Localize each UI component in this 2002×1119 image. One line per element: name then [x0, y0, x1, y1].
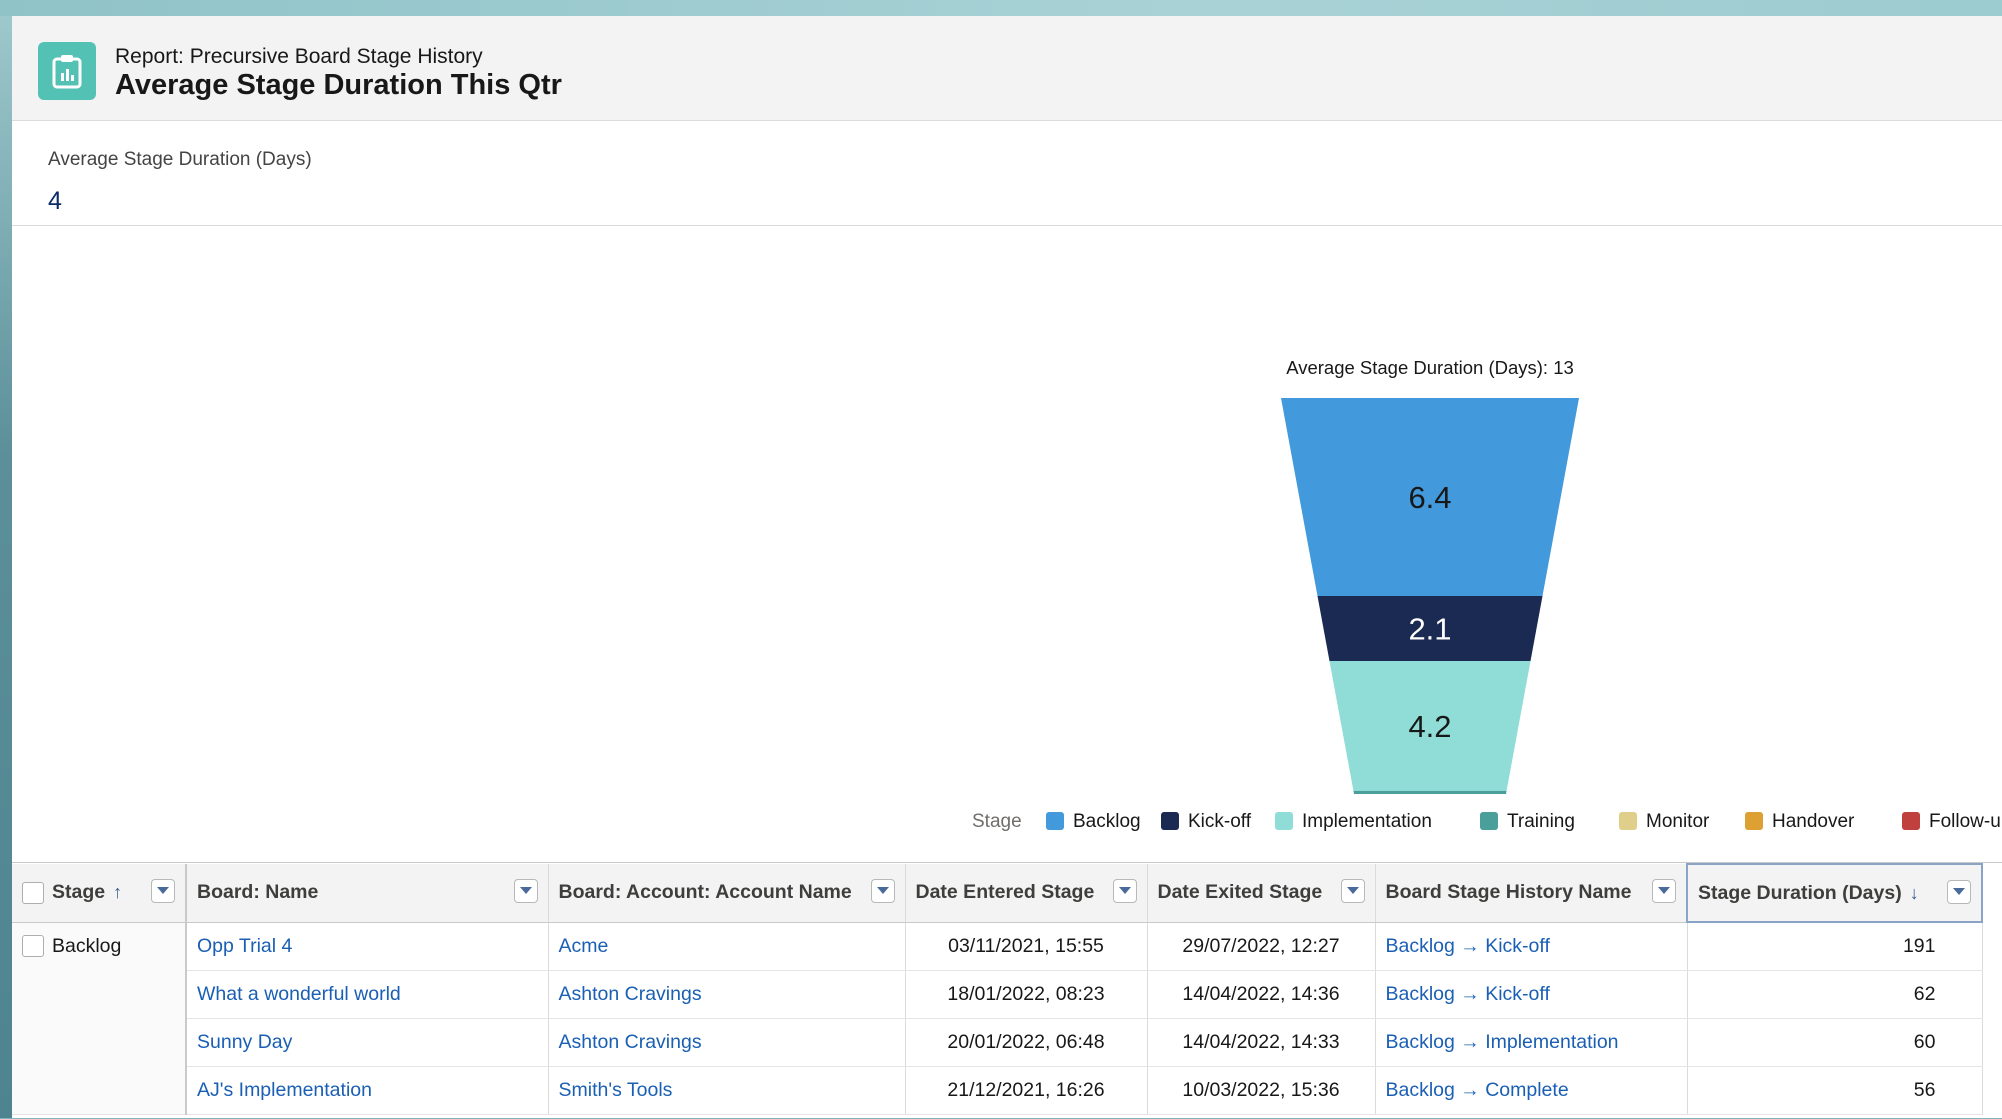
legend-swatch — [1745, 812, 1763, 830]
duration-cell: 62 — [1687, 970, 1983, 1019]
history-name-link[interactable]: Backlog → Complete — [1385, 1079, 1569, 1101]
legend-item-monitor: Monitor — [1646, 811, 1710, 832]
duration-cell: 56 — [1687, 1066, 1983, 1115]
date-entered-cell: 20/01/2022, 06:48 — [905, 1018, 1148, 1067]
select-all-checkbox[interactable] — [22, 882, 44, 905]
legend-swatch — [1161, 812, 1179, 830]
column-menu-icon[interactable] — [870, 879, 895, 903]
legend-item-handover: Handover — [1772, 811, 1855, 832]
date-entered-cell: 21/12/2021, 16:26 — [905, 1066, 1148, 1115]
column-header-date-exited[interactable]: Date Exited Stage — [1147, 864, 1376, 923]
column-label: Stage — [52, 881, 106, 904]
history-name-link[interactable]: Backlog → Implementation — [1385, 1031, 1619, 1053]
history-name-link[interactable]: Backlog → Kick-off — [1385, 983, 1550, 1005]
column-label: Date Exited Stage — [1157, 881, 1323, 904]
column-label: Board: Name — [197, 881, 319, 904]
board-name-link[interactable]: AJ's Implementation — [197, 1079, 372, 1101]
report-header: Report: Precursive Board Stage History A… — [12, 16, 2002, 121]
group-label: Backlog — [52, 934, 122, 957]
duration-cell: 191 — [1687, 922, 1983, 971]
column-label: Date Entered Stage — [915, 881, 1095, 904]
report-icon — [38, 42, 96, 100]
column-menu-icon[interactable] — [1340, 879, 1365, 903]
sort-ascending-icon: ↑ — [113, 882, 123, 903]
legend-swatch — [1480, 812, 1498, 830]
date-exited-cell: 14/04/2022, 14:33 — [1147, 1018, 1376, 1067]
report-table: Stage ↑ Board: Name Board: Account: Accou… — [12, 862, 2002, 1119]
legend-item-implementation: Implementation — [1302, 811, 1432, 832]
legend-title: Stage — [972, 811, 1022, 832]
funnel-segment-kick-off — [1317, 596, 1543, 661]
funnel-value-label: 4.2 — [1408, 709, 1451, 744]
account-name-link[interactable]: Ashton Cravings — [558, 983, 702, 1005]
date-exited-cell: 14/04/2022, 14:36 — [1147, 970, 1376, 1019]
summary-aggregate: Average Stage Duration (Days) 4 — [12, 121, 2002, 226]
table-header-row: Stage ↑ Board: Name Board: Account: Accou… — [12, 863, 1983, 923]
page-title: Average Stage Duration This Qtr — [115, 69, 562, 101]
legend-swatch — [1619, 812, 1637, 830]
window-left-edge — [0, 16, 12, 1118]
column-label: Board: Account: Account Name — [558, 881, 852, 904]
column-header-date-entered[interactable]: Date Entered Stage — [905, 864, 1148, 923]
funnel-value-label: 2.1 — [1408, 611, 1451, 646]
legend-swatch — [1902, 812, 1920, 830]
column-header-account-name[interactable]: Board: Account: Account Name — [548, 864, 906, 923]
column-menu-icon[interactable] — [513, 879, 538, 903]
column-header-history-name[interactable]: Board Stage History Name — [1375, 864, 1688, 923]
account-name-link[interactable]: Acme — [558, 934, 609, 957]
legend-item-training: Training — [1507, 811, 1575, 832]
history-name-link[interactable]: Backlog → Kick-off — [1385, 934, 1550, 957]
account-name-link[interactable]: Ashton Cravings — [558, 1031, 702, 1053]
sort-descending-icon: ↓ — [1909, 882, 1919, 903]
board-name-link[interactable]: Opp Trial 4 — [197, 934, 293, 957]
funnel-segment-training — [1353, 790, 1507, 794]
report-panel: Report: Precursive Board Stage History A… — [12, 16, 2002, 1118]
legend-item-backlog: Backlog — [1073, 811, 1141, 832]
table-row: AJ's Implementation Smith's Tools 21/12/… — [12, 1066, 1983, 1115]
group-cell-stage: Backlog — [12, 922, 187, 1115]
column-menu-icon[interactable] — [1652, 879, 1676, 903]
duration-cell: 60 — [1687, 1018, 1983, 1067]
funnel-value-label: 6.4 — [1408, 480, 1451, 515]
column-label: Board Stage History Name — [1385, 881, 1632, 904]
column-header-stage-duration[interactable]: Stage Duration (Days) ↓ — [1686, 863, 1983, 923]
legend-swatch — [1046, 812, 1064, 830]
funnel-segment-implementation — [1329, 660, 1531, 791]
date-exited-cell: 29/07/2022, 12:27 — [1147, 922, 1376, 971]
report-type-label: Report: Precursive Board Stage History — [115, 45, 483, 68]
table-row: What a wonderful world Ashton Cravings 1… — [12, 970, 1983, 1019]
date-entered-cell: 18/01/2022, 08:23 — [905, 970, 1148, 1019]
summary-label: Average Stage Duration (Days) — [48, 149, 312, 170]
legend-item-kick-off: Kick-off — [1188, 811, 1252, 832]
column-header-stage[interactable]: Stage ↑ — [12, 864, 187, 923]
column-menu-icon[interactable] — [1112, 879, 1137, 903]
summary-value: 4 — [48, 187, 62, 215]
table-row: Sunny Day Ashton Cravings 20/01/2022, 06… — [12, 1018, 1983, 1067]
board-name-link[interactable]: What a wonderful world — [197, 983, 401, 1005]
date-entered-cell: 03/11/2021, 15:55 — [905, 922, 1148, 971]
chart-title: Average Stage Duration (Days): 13 — [1286, 357, 1574, 378]
funnel-chart-svg: Average Stage Duration (Days): 13 6.4 2.1 4… — [972, 357, 2002, 832]
funnel-segment-backlog — [1281, 398, 1579, 596]
legend-swatch — [1275, 812, 1293, 830]
group-checkbox[interactable] — [22, 935, 44, 958]
legend-item-follow-up: Follow-up — [1929, 811, 2002, 832]
column-header-board-name[interactable]: Board: Name — [186, 864, 549, 923]
window-top-edge — [0, 0, 2002, 16]
column-menu-icon[interactable] — [1947, 880, 1971, 904]
column-label: Stage Duration (Days) — [1698, 881, 1902, 904]
table-row: Backlog Opp Trial 4 Acme 03/11/2021, 15:… — [12, 922, 1983, 1115]
board-name-link[interactable]: Sunny Day — [197, 1031, 293, 1053]
column-menu-icon[interactable] — [151, 879, 175, 903]
date-exited-cell: 10/03/2022, 15:36 — [1147, 1066, 1376, 1115]
funnel-chart: Average Stage Duration (Days): 13 6.4 2.1 4… — [12, 226, 2002, 862]
account-name-link[interactable]: Smith's Tools — [558, 1079, 673, 1101]
